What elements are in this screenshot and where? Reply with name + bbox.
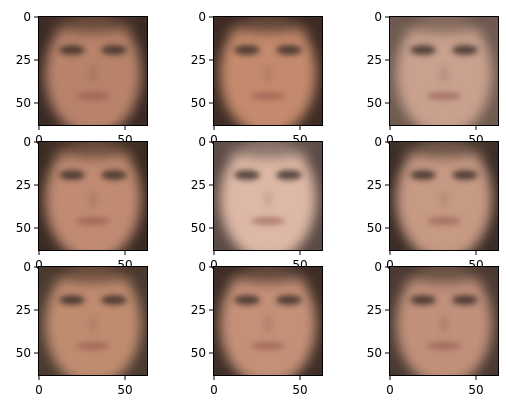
axes-frame <box>389 266 499 376</box>
face-panel: 0 25 50 0 50 <box>191 260 323 397</box>
face-image <box>389 266 499 376</box>
mouth <box>251 217 285 225</box>
y-tick-label: 25 <box>367 53 382 67</box>
y-tick-label: 50 <box>367 96 382 110</box>
y-tick-label: 0 <box>374 260 382 274</box>
mouth <box>76 217 110 225</box>
x-tick-label: 0 <box>35 258 43 272</box>
y-tick-label: 50 <box>16 96 31 110</box>
face-image <box>389 16 499 126</box>
left-eye <box>234 45 260 55</box>
mouth <box>427 342 461 350</box>
y-tick-label: 50 <box>16 221 31 235</box>
x-tick-label: 50 <box>292 383 307 397</box>
axes-frame <box>38 266 148 376</box>
mouth <box>251 92 285 100</box>
y-tick-label: 50 <box>367 221 382 235</box>
mouth <box>427 92 461 100</box>
mouth <box>427 217 461 225</box>
left-eye <box>410 295 436 305</box>
y-tick-label: 0 <box>198 135 206 149</box>
y-tick-label: 25 <box>191 53 206 67</box>
face-image <box>213 266 323 376</box>
y-tick-label: 0 <box>374 135 382 149</box>
left-eye <box>234 295 260 305</box>
axes-frame <box>38 141 148 251</box>
y-tick-label: 0 <box>198 260 206 274</box>
y-tick-label: 0 <box>198 10 206 24</box>
right-eye <box>101 45 127 55</box>
x-tick-label: 50 <box>117 383 132 397</box>
right-eye <box>276 295 302 305</box>
left-eye <box>59 170 85 180</box>
x-tick-label: 0 <box>386 133 394 147</box>
left-eye <box>59 45 85 55</box>
x-tick-label: 50 <box>468 383 483 397</box>
mouth <box>251 342 285 350</box>
face-panel: 0 25 50 0 50 <box>367 260 499 397</box>
y-tick-label: 25 <box>16 303 31 317</box>
face-image <box>38 141 148 251</box>
face-panel: 0 25 50 0 50 <box>16 260 148 397</box>
right-eye <box>452 45 478 55</box>
right-eye <box>276 45 302 55</box>
face-image <box>213 141 323 251</box>
mouth <box>76 342 110 350</box>
y-tick-label: 50 <box>191 221 206 235</box>
x-tick-label: 0 <box>210 133 218 147</box>
face-image <box>389 141 499 251</box>
y-tick-label: 50 <box>191 96 206 110</box>
face-image <box>38 16 148 126</box>
y-tick-label: 0 <box>374 10 382 24</box>
mouth <box>76 92 110 100</box>
left-eye <box>410 45 436 55</box>
right-eye <box>452 295 478 305</box>
axes-frame <box>389 141 499 251</box>
y-tick-label: 50 <box>367 346 382 360</box>
left-eye <box>234 170 260 180</box>
y-tick-label: 0 <box>23 135 31 149</box>
face-image <box>38 266 148 376</box>
y-tick-label: 0 <box>23 10 31 24</box>
y-tick-label: 25 <box>367 303 382 317</box>
x-tick-label: 0 <box>210 383 218 397</box>
axes-frame <box>213 16 323 126</box>
x-tick-label: 0 <box>386 383 394 397</box>
x-tick-label: 0 <box>35 383 43 397</box>
y-tick-label: 25 <box>16 178 31 192</box>
y-tick-label: 50 <box>16 346 31 360</box>
axes-frame <box>38 16 148 126</box>
y-tick-label: 0 <box>23 260 31 274</box>
y-tick-label: 25 <box>191 178 206 192</box>
y-tick-label: 25 <box>367 178 382 192</box>
axes-frame <box>213 141 323 251</box>
y-tick-label: 25 <box>191 303 206 317</box>
x-tick-label: 0 <box>210 258 218 272</box>
left-eye <box>410 170 436 180</box>
x-tick-label: 0 <box>35 133 43 147</box>
y-tick-label: 50 <box>191 346 206 360</box>
right-eye <box>101 295 127 305</box>
axes-frame <box>213 266 323 376</box>
y-tick-label: 25 <box>16 53 31 67</box>
right-eye <box>101 170 127 180</box>
right-eye <box>452 170 478 180</box>
face-image <box>213 16 323 126</box>
axes-frame <box>389 16 499 126</box>
right-eye <box>276 170 302 180</box>
left-eye <box>59 295 85 305</box>
x-tick-label: 0 <box>386 258 394 272</box>
